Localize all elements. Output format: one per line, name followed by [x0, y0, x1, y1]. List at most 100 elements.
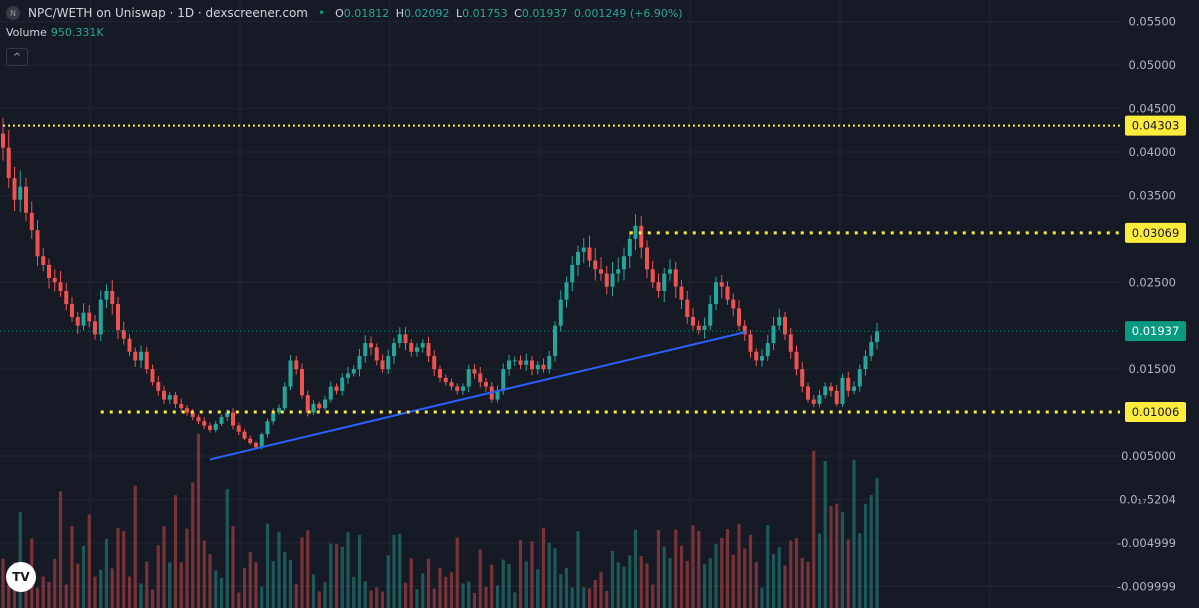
- volume-bar: [380, 591, 385, 608]
- volume-bar: [547, 542, 551, 608]
- candle-body: [357, 356, 362, 370]
- candle: [104, 284, 109, 309]
- candle: [374, 343, 379, 366]
- candle: [116, 296, 120, 340]
- volume-bar: [35, 587, 40, 608]
- candle: [702, 317, 707, 339]
- volume-bar: [150, 589, 155, 608]
- candle: [570, 255, 575, 292]
- candle: [806, 382, 810, 403]
- volume-bar: [156, 545, 160, 608]
- candle-body: [817, 395, 822, 404]
- candle: [144, 346, 149, 374]
- candle: [167, 391, 172, 404]
- volume-bar: [306, 530, 310, 608]
- candle: [754, 347, 759, 367]
- candle: [213, 420, 218, 433]
- candle: [282, 382, 287, 411]
- candle-body: [627, 238, 632, 257]
- token-logo-icon: N: [6, 6, 20, 20]
- volume-bar: [127, 576, 132, 608]
- candle-body: [248, 438, 253, 443]
- low-value: 0.01753: [462, 6, 508, 20]
- level-axis-label: 0.01006: [1132, 405, 1180, 419]
- candle: [840, 373, 845, 408]
- volume-bar: [501, 559, 505, 608]
- candle-body: [328, 386, 333, 400]
- candle-body: [104, 290, 109, 300]
- volume-bar: [553, 548, 557, 608]
- candle: [81, 303, 86, 331]
- candle-body: [466, 369, 471, 387]
- candle-body: [570, 264, 575, 283]
- price-axis: 0.05500 0.05000 0.04500 0.04000 0.03500 0.025…: [1117, 0, 1199, 608]
- volume-bar: [363, 581, 367, 608]
- volume-bar: [162, 526, 166, 608]
- candle-body: [156, 382, 161, 391]
- candle-body: [696, 325, 701, 331]
- candle: [765, 334, 770, 362]
- volume-label: Volume: [6, 26, 47, 39]
- volume-bar: [840, 512, 845, 608]
- level-axis-label-box: [1125, 222, 1186, 243]
- tradingview-logo-icon: TV: [6, 562, 36, 592]
- price-axis-tick-label: 0.04000: [1128, 145, 1176, 159]
- candle: [328, 381, 333, 403]
- candle-body: [231, 412, 235, 426]
- high-label: H: [395, 6, 405, 20]
- volume-bar: [369, 590, 373, 608]
- candle: [311, 400, 316, 415]
- candle: [484, 377, 488, 392]
- candle-body: [317, 403, 322, 409]
- candle-body: [202, 421, 207, 426]
- candle: [645, 240, 649, 279]
- candle: [691, 307, 695, 331]
- candle-body: [392, 343, 396, 357]
- volume-bar: [708, 558, 712, 608]
- volume-bar: [444, 576, 448, 608]
- candle: [242, 429, 247, 441]
- candle-body: [512, 360, 517, 362]
- candle-body: [397, 334, 402, 344]
- volume-bar: [1, 558, 5, 608]
- candle-body: [219, 416, 224, 424]
- volume-bar: [685, 560, 689, 608]
- candle: [639, 216, 644, 259]
- candle: [783, 311, 787, 341]
- candle-body: [564, 282, 569, 300]
- candle: [24, 178, 28, 222]
- volume-bar: [41, 576, 45, 608]
- candle-body: [478, 373, 483, 383]
- candle: [29, 201, 34, 239]
- candle: [179, 398, 184, 413]
- volume-bar: [70, 526, 74, 608]
- candle: [369, 336, 373, 356]
- candle: [70, 296, 74, 322]
- volume-bar: [622, 566, 626, 608]
- volume-bar: [662, 546, 666, 608]
- volume-bar: [185, 528, 189, 608]
- price-axis-tick-label: -0.004999: [1117, 536, 1176, 550]
- price-axis-tick-label: 0.01500: [1128, 362, 1176, 376]
- candle: [604, 265, 609, 295]
- candle-body: [18, 186, 23, 200]
- volume-bar: [536, 569, 540, 608]
- volume-bar: [403, 582, 408, 608]
- volume-bar: [702, 563, 707, 608]
- collapse-legend-button[interactable]: ^: [6, 48, 28, 66]
- open-value: 0.01812: [343, 6, 390, 20]
- candle: [622, 247, 626, 281]
- candle: [679, 279, 684, 309]
- candle-body: [110, 290, 115, 304]
- candle: [817, 390, 822, 408]
- volume-bar: [340, 546, 344, 608]
- level-axis-label-box: [1125, 115, 1186, 136]
- change-value: 0.001249 (+6.90%): [573, 6, 683, 20]
- volume-bar: [99, 569, 103, 608]
- volume-bar: [691, 525, 695, 608]
- candle-body: [587, 247, 592, 261]
- ohlc-values: O0.01812 H0.02092 L0.01753 C0.01937 0.00…: [335, 7, 686, 20]
- candle-body: [213, 423, 218, 430]
- candle: [185, 405, 189, 416]
